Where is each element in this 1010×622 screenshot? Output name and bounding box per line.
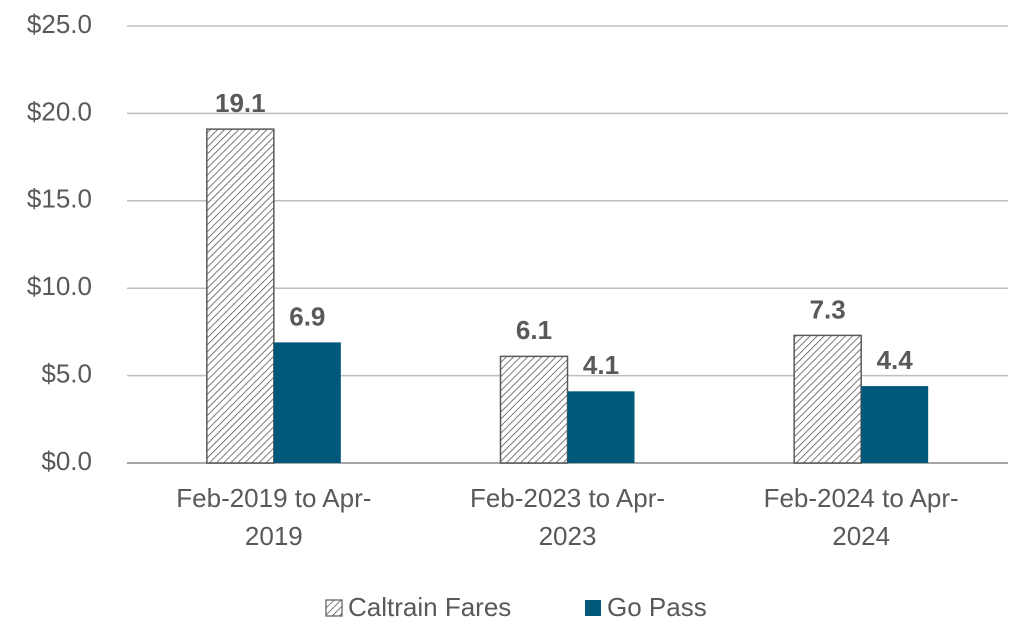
value-label: 6.9: [289, 301, 325, 331]
bar: [499, 355, 569, 464]
y-tick-label: $5.0: [41, 358, 92, 388]
bar: [273, 342, 341, 463]
value-label: 4.1: [583, 350, 619, 380]
bar: [206, 128, 275, 464]
y-tick-label: $20.0: [27, 96, 92, 126]
legend-swatch: [325, 599, 343, 617]
value-label: 19.1: [215, 88, 266, 118]
y-tick-label: $10.0: [27, 271, 92, 301]
bar: [861, 386, 929, 463]
value-label: 7.3: [810, 294, 846, 324]
bar: [793, 334, 862, 464]
legend-label: Caltrain Fares: [348, 592, 511, 622]
legend-swatch: [585, 600, 601, 616]
bar: [567, 391, 635, 463]
y-tick-label: $25.0: [27, 9, 92, 39]
x-tick-label: Feb-2024 to Apr-2024: [764, 483, 959, 551]
legend-label: Go Pass: [607, 592, 707, 622]
y-tick-label: $0.0: [41, 446, 92, 476]
x-tick-label: Feb-2019 to Apr-2019: [176, 483, 371, 551]
value-label: 4.4: [877, 345, 914, 375]
value-label: 6.1: [516, 315, 552, 345]
y-tick-label: $15.0: [27, 184, 92, 214]
x-tick-label: Feb-2023 to Apr-2023: [470, 483, 665, 551]
